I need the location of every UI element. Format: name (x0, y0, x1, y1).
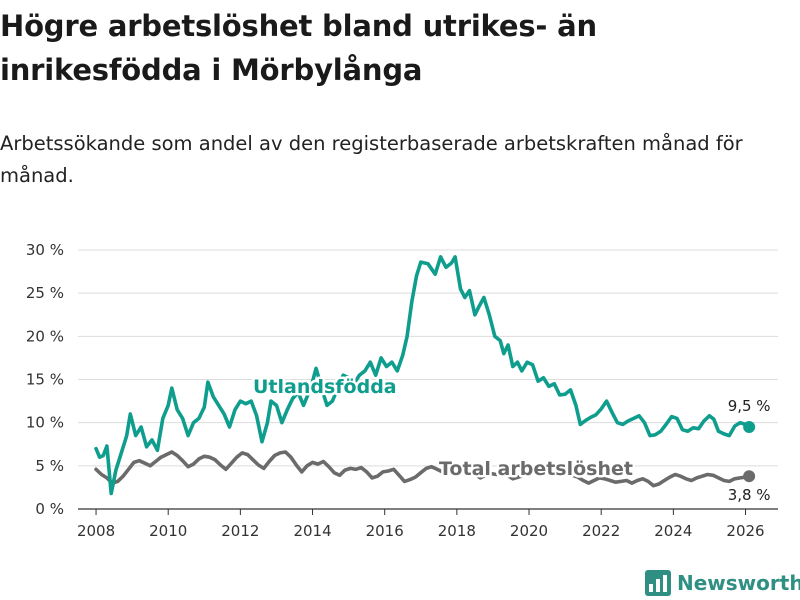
x-tick-label: 2010 (149, 522, 187, 540)
chart-subtitle: Arbetssökande som andel av den registerb… (0, 132, 743, 187)
line-utlandsfodda (94, 255, 751, 496)
newsworthy-logo: Newsworthy (645, 567, 800, 599)
y-axis: 0 % 5 % 10 % 15 % 20 % 25 % 30 % (26, 241, 64, 518)
end-value-total-arbetsloshet: 3,8 % (728, 486, 771, 504)
y-tick-label: 10 % (26, 414, 64, 432)
y-tick-label: 25 % (26, 284, 64, 302)
y-tick-label: 0 % (35, 500, 64, 518)
x-tick-label: 2012 (221, 522, 259, 540)
x-tick-label: 2018 (438, 522, 476, 540)
series-labels: Utlandsfödda Total arbetslöshet 9,5 % 3,8 % (251, 374, 771, 505)
end-value-utlandsfodda: 9,5 % (728, 397, 771, 415)
chart-title: Högre arbetslöshet bland utrikes- än inr… (0, 9, 597, 87)
y-tick-label: 15 % (26, 371, 64, 389)
newsworthy-icon (645, 570, 671, 596)
x-tick-label: 2022 (582, 522, 620, 540)
x-tick-label: 2026 (726, 522, 764, 540)
series-label-total-arbetsloshet: Total arbetslöshet (439, 458, 633, 480)
x-tick-label: 2014 (293, 522, 331, 540)
x-tick-label: 2020 (510, 522, 548, 540)
series-lines (94, 255, 756, 496)
endpoint-utlandsfodda (743, 420, 756, 433)
y-tick-label: 5 % (35, 457, 64, 475)
endpoint-total-arbetsloshet (743, 470, 756, 483)
line-total-arbetsloshet (94, 450, 751, 488)
y-tick-label: 30 % (26, 241, 64, 259)
x-tick-label: 2024 (654, 522, 692, 540)
x-axis: 2008 2010 2012 2014 2016 2018 2020 2022 2024 2026 (77, 509, 765, 540)
x-tick-label: 2016 (366, 522, 404, 540)
y-tick-label: 20 % (26, 327, 64, 345)
gridlines (78, 249, 778, 510)
brand-name: Newsworthy (677, 571, 800, 595)
series-label-utlandsfodda: Utlandsfödda (253, 376, 397, 398)
x-tick-label: 2008 (77, 522, 115, 540)
